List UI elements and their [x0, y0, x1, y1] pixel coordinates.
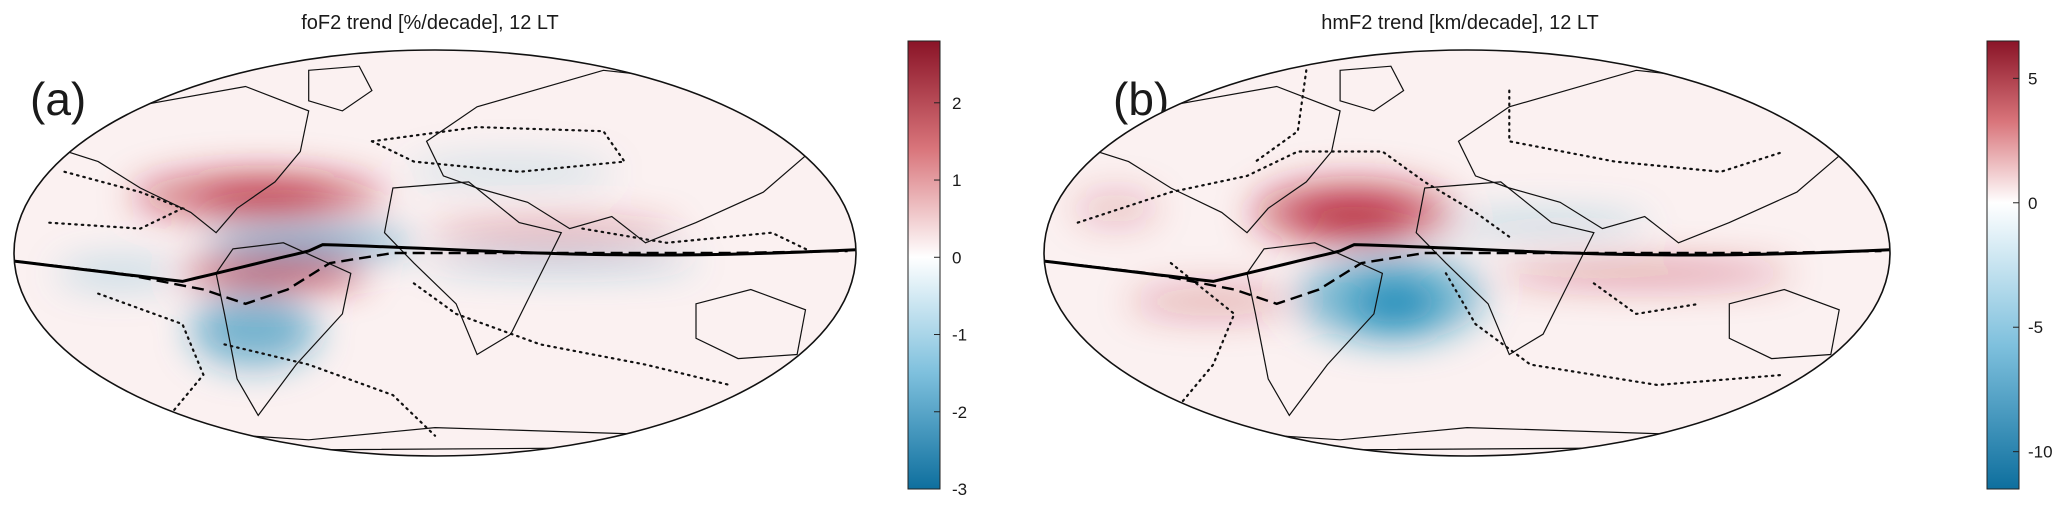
map-outline	[1043, 49, 1891, 457]
colorbar	[907, 40, 941, 490]
panel-b-title: hmF2 trend [km/decade], 12 LT	[1321, 12, 1599, 34]
panel-b-map: 5 0 -5 -10	[1043, 40, 2053, 490]
colorbar-tick-label: 0	[2028, 194, 2037, 213]
zero-contour-line	[1444, 272, 1786, 387]
zero-contour-line	[1592, 282, 1701, 316]
trend-contour-positive	[1293, 200, 1413, 233]
zero-contour-line	[1508, 89, 1786, 173]
colorbar-tick-label: -5	[2028, 318, 2043, 337]
panel-b: hmF2 trend [km/decade], 12 LT (b) 5 0 -5 -1…	[1040, 0, 2067, 506]
trend-contour-negative	[426, 253, 697, 270]
panel-a: foF2 trend [%/decade], 12 LT (a) 2 1 0 -1 -2…	[13, 12, 967, 499]
zero-contour-line	[370, 125, 627, 173]
dip-equator-line	[1044, 243, 1890, 283]
colorbar-tick-label: 0	[952, 248, 961, 267]
zero-contour-line	[1076, 150, 1511, 238]
coastline-australia	[1728, 288, 1840, 360]
coastline-australia	[695, 288, 807, 360]
panel-a-label: (a)	[30, 73, 87, 125]
zero-contour-line	[1254, 69, 1308, 163]
geographic-reference-dashed-line	[1044, 249, 1882, 306]
colorbar-tick-label: 1	[952, 171, 961, 190]
zero-contours	[1044, 69, 1890, 417]
coastline-north-america	[1063, 85, 1341, 234]
coastline-greenland	[308, 65, 373, 112]
trend-contour-positive	[426, 222, 680, 243]
contour-field	[1073, 179, 1793, 343]
dip-equator-line	[14, 243, 856, 283]
coastline-south-america	[215, 242, 352, 417]
colorbar-tick-label: 5	[2028, 69, 2037, 88]
colorbar-tick-label: -1	[952, 326, 967, 345]
map-outline	[13, 49, 857, 457]
trend-contour-positive	[182, 259, 368, 288]
trend-contour-negative	[203, 230, 414, 256]
coastline-north-america	[33, 85, 310, 234]
colorbar-tick-label: -3	[952, 480, 967, 499]
geographic-reference-dashed-line	[14, 249, 848, 306]
trend-contour-negative	[1352, 279, 1438, 329]
trend-contour-positive	[1128, 285, 1298, 318]
colorbar-tick-label: -2	[952, 403, 967, 422]
panel-a-map: 2 1 0 -1 -2 -3	[13, 40, 967, 499]
zero-contour-line	[581, 227, 815, 255]
colorbar-tick-label: 2	[952, 94, 961, 113]
zero-contour-line	[223, 343, 437, 437]
trend-contour-negative	[190, 293, 318, 367]
zero-contours	[14, 125, 856, 437]
zero-contour-line	[412, 282, 731, 387]
panel-a-title: foF2 trend [%/decade], 12 LT	[301, 12, 559, 34]
zero-contour-line	[46, 170, 186, 230]
coastline-south-america	[1246, 242, 1384, 417]
trend-contour-positive	[1496, 261, 1793, 286]
trend-contour-negative	[1437, 212, 1649, 237]
trend-contour-positive	[1073, 192, 1159, 225]
colorbar	[1986, 40, 2020, 490]
zero-contour-line	[97, 292, 205, 427]
trend-contour-positive	[199, 183, 334, 209]
colorbar-tick-label: -10	[2028, 443, 2053, 462]
coastline-greenland	[1339, 65, 1405, 112]
zero-contour-line	[1169, 262, 1236, 417]
